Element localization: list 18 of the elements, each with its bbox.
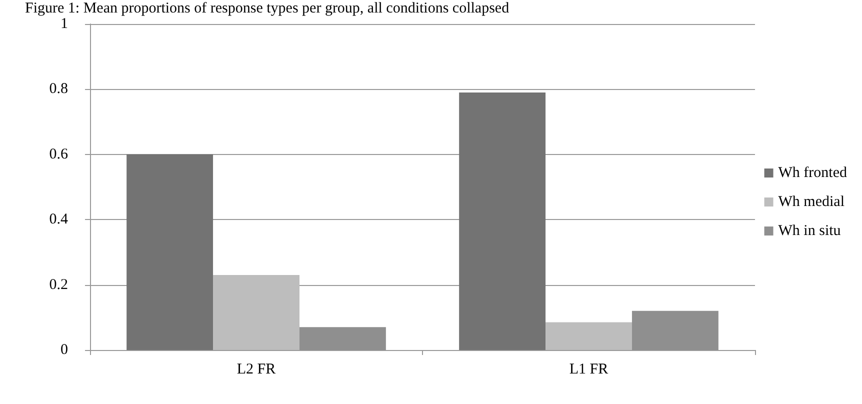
legend-label: Wh in situ [778, 223, 842, 239]
x-tick-label: L1 FR [569, 362, 608, 378]
bar [632, 310, 718, 350]
y-tick-label: 0 [60, 342, 68, 358]
y-tick-label: 0.4 [49, 212, 68, 228]
legend-label: Wh medial [778, 194, 845, 210]
bar [126, 154, 214, 350]
y-tick-label: 1 [60, 16, 68, 32]
legend-label: Wh fronted [778, 165, 848, 181]
bar [213, 275, 300, 350]
y-tick-label: 0.6 [49, 146, 68, 162]
y-tick-label: 0.2 [49, 276, 68, 293]
bar [299, 327, 386, 350]
bar [459, 92, 546, 350]
chart-title: Figure 1: Mean proportions of response types per group, all conditions collapsed [25, 0, 510, 16]
bar [546, 322, 632, 350]
y-tick-label: 0.8 [49, 81, 68, 98]
x-tick-label: L2 FR [236, 362, 276, 378]
